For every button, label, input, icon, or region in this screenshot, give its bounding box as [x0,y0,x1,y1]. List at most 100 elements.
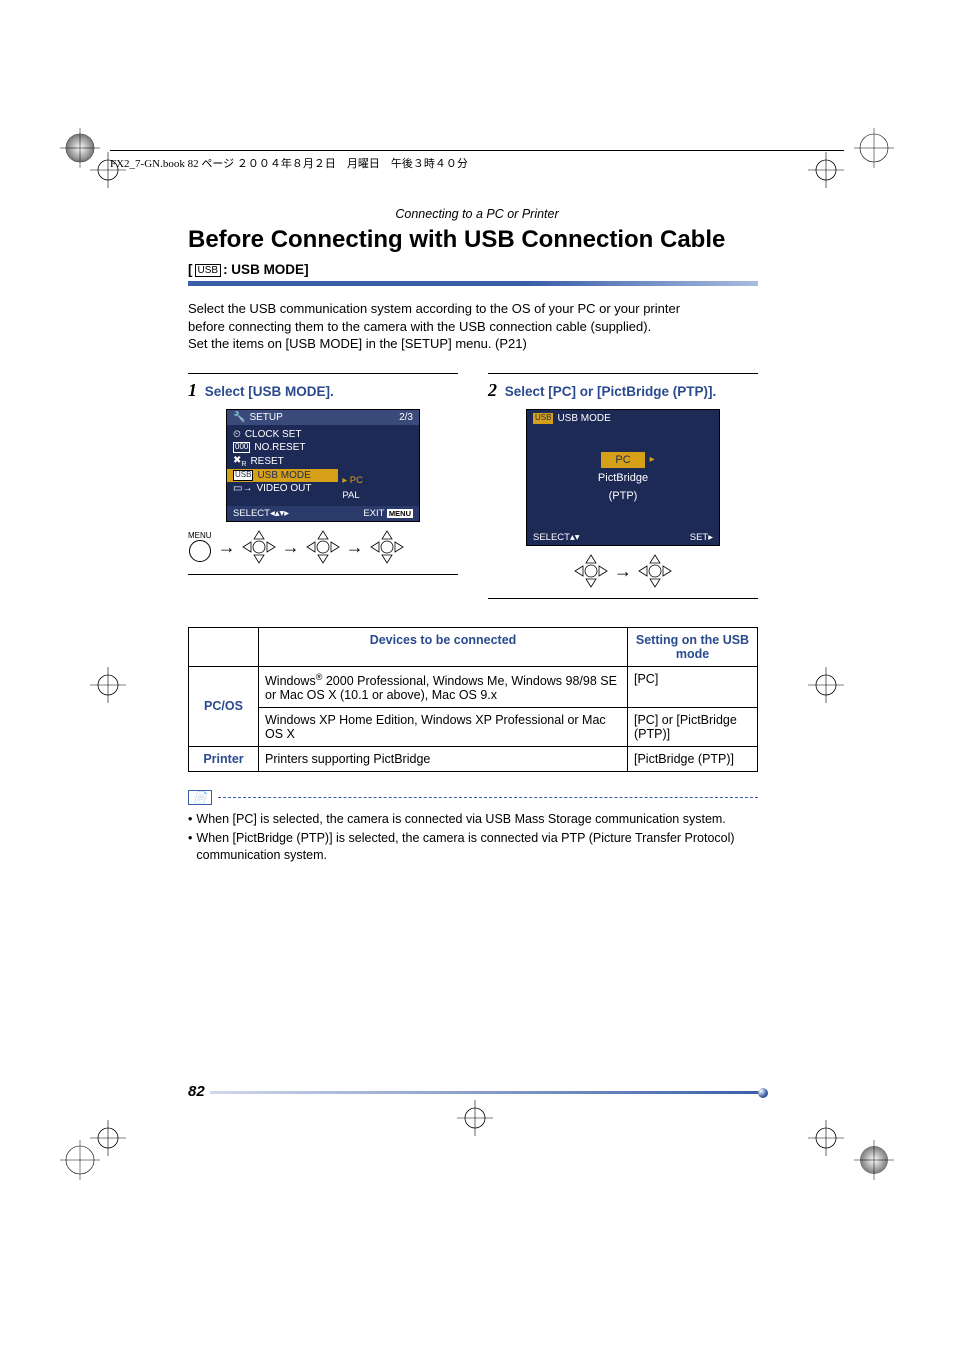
lcd-row-reset: ✖RRESET [233,454,338,469]
lcd-menu-box: MENU [387,509,413,518]
step2-text: Select [PC] or [PictBridge (PTP)]. [505,384,717,399]
crop-mark-bl2 [60,1140,100,1180]
page-title: Before Connecting with USB Connection Ca… [188,226,758,254]
step2-column: 2 Select [PC] or [PictBridge (PTP)]. USB… [488,373,758,599]
lcd-header: 🔧 SETUP 2/3 [227,410,419,425]
dpad-icon [370,530,404,564]
lcd2-opt-pictbridge: PictBridge [584,470,662,486]
lcd-setup-label: SETUP [249,412,282,423]
subtitle-suffix: : USB MODE] [223,262,309,277]
table-header-setting: Setting on the USB mode [628,627,758,666]
reg-mark-br [806,1118,846,1158]
lcd-setup-screen: 🔧 SETUP 2/3 ⏲CLOCK SET 000NO.RESET ✖RRES… [226,409,420,522]
note-text: When [PC] is selected, the camera is con… [196,811,725,828]
lcd-value-pc: ▸ PC [342,473,415,488]
arrow-icon: → [218,538,236,556]
lcd-footer: SELECT◂▴▾▸ EXIT MENU [227,506,419,521]
video-icon: ▭→ [233,483,252,494]
section-label: Connecting to a PC or Printer [0,207,954,221]
note-text: When [PictBridge (PTP)] is selected, the… [196,830,758,864]
lcd-exit-label: EXIT [363,508,384,519]
note-icon: 📄 [188,790,212,805]
notes-block: •When [PC] is selected, the camera is co… [188,811,758,864]
usb-icon: USB [195,264,222,277]
counter-icon: 000 [233,442,250,453]
page-rule [210,1091,764,1094]
dpad-icon [306,530,340,564]
reg-mark-ml [88,665,128,705]
table-cell-devices2: Windows XP Home Edition, Windows XP Prof… [259,707,628,746]
note-item: •When [PictBridge (PTP)] is selected, th… [188,830,758,864]
usb-small-icon: USB [533,413,553,424]
header-meta: FX2_7-GN.book 82 ページ ２００４年８月２日 月曜日 午後３時４… [110,150,844,171]
reg-mark-bc [455,1098,495,1138]
compat-table: Devices to be connected Setting on the U… [188,627,758,772]
lcd2-opt-ptp: (PTP) [595,488,652,504]
wrench-icon: 🔧 [233,412,245,423]
lcd-usbmode-screen: USB USB MODE PC PictBridge (PTP) SELECT▴… [526,409,720,546]
dpad-icon [242,530,276,564]
table-cell-setting3: [PictBridge (PTP)] [628,746,758,771]
reset-icon: ✖R [233,455,246,468]
step2-nav: → [488,554,758,588]
subtitle: [USB: USB MODE] [188,262,758,277]
table-row: Windows XP Home Edition, Windows XP Prof… [189,707,758,746]
lcd-select-label: SELECT [233,508,270,519]
lcd-page-indicator: 2/3 [399,412,413,423]
step2-num: 2 [488,380,497,400]
menu-label: MENU [188,531,212,540]
crop-mark-tr [854,128,894,168]
title-underline [188,281,758,286]
arrow-icon: → [346,538,364,556]
lcd2-select-label: SELECT [533,532,570,543]
step1-text: Select [USB MODE]. [205,384,334,399]
table-cell-setting2: [PC] or [PictBridge (PTP)] [628,707,758,746]
lcd2-header: USB USB MODE [527,410,719,427]
table-row: Printer Printers supporting PictBridge [… [189,746,758,771]
page-number: 82 [188,1083,205,1100]
lcd2-set-label: SET [690,532,708,543]
intro-line: before connecting them to the camera wit… [188,318,758,336]
lcd2-footer: SELECT▴▾ SET▸ [527,530,719,545]
lcd2-opt-pc: PC [601,452,644,468]
intro-line: Select the USB communication system acco… [188,300,758,318]
header-text: FX2_7-GN.book 82 ページ ２００４年８月２日 月曜日 午後３時４… [110,158,468,170]
usb-small-icon: USB [233,470,253,481]
table-pcos-label: PC/OS [189,666,259,746]
intro-text: Select the USB communication system acco… [188,300,758,353]
table-header-row: Devices to be connected Setting on the U… [189,627,758,666]
table-printer-label: Printer [189,746,259,771]
lcd-row-noreset: 000NO.RESET [233,441,338,454]
table-header-blank [189,627,259,666]
subtitle-prefix: [ [188,262,193,277]
step2-heading: 2 Select [PC] or [PictBridge (PTP)]. [488,380,758,401]
crop-mark-br2 [854,1140,894,1180]
step1-num: 1 [188,380,197,400]
lcd-row-clockset: ⏲CLOCK SET [233,428,338,441]
lcd2-options: PC PictBridge (PTP) [527,427,719,530]
dpad-icon [638,554,672,588]
menu-button-icon: MENU [188,531,212,562]
table-row: PC/OS Windows® 2000 Professional, Window… [189,666,758,707]
table-cell-devices3: Printers supporting PictBridge [259,746,628,771]
reg-mark-mr [806,665,846,705]
note-item: •When [PC] is selected, the camera is co… [188,811,758,828]
table-header-devices: Devices to be connected [259,627,628,666]
step1-column: 1 Select [USB MODE]. 🔧 SETUP 2/3 ⏲CLOCK … [188,373,458,599]
lcd-right-values: ▸ PC PAL [338,425,419,506]
arrow-icon: → [614,562,632,580]
step1-nav: MENU → → → [188,530,458,564]
lcd-row-usbmode: USBUSB MODE [227,469,338,482]
notes-separator: 📄 [188,790,758,805]
dpad-icon [574,554,608,588]
table-cell-setting1: [PC] [628,666,758,707]
clock-icon: ⏲ [233,429,241,440]
table-cell-devices1: Windows® 2000 Professional, Windows Me, … [259,666,628,707]
lcd-menu-list: ⏲CLOCK SET 000NO.RESET ✖RRESET USBUSB MO… [227,425,338,506]
intro-line: Set the items on [USB MODE] in the [SETU… [188,335,758,353]
lcd-row-videoout: ▭→VIDEO OUT [233,482,338,495]
lcd2-title: USB MODE [557,413,610,424]
arrow-icon: → [282,538,300,556]
lcd-value-pal: PAL [342,488,415,503]
step1-heading: 1 Select [USB MODE]. [188,380,458,401]
